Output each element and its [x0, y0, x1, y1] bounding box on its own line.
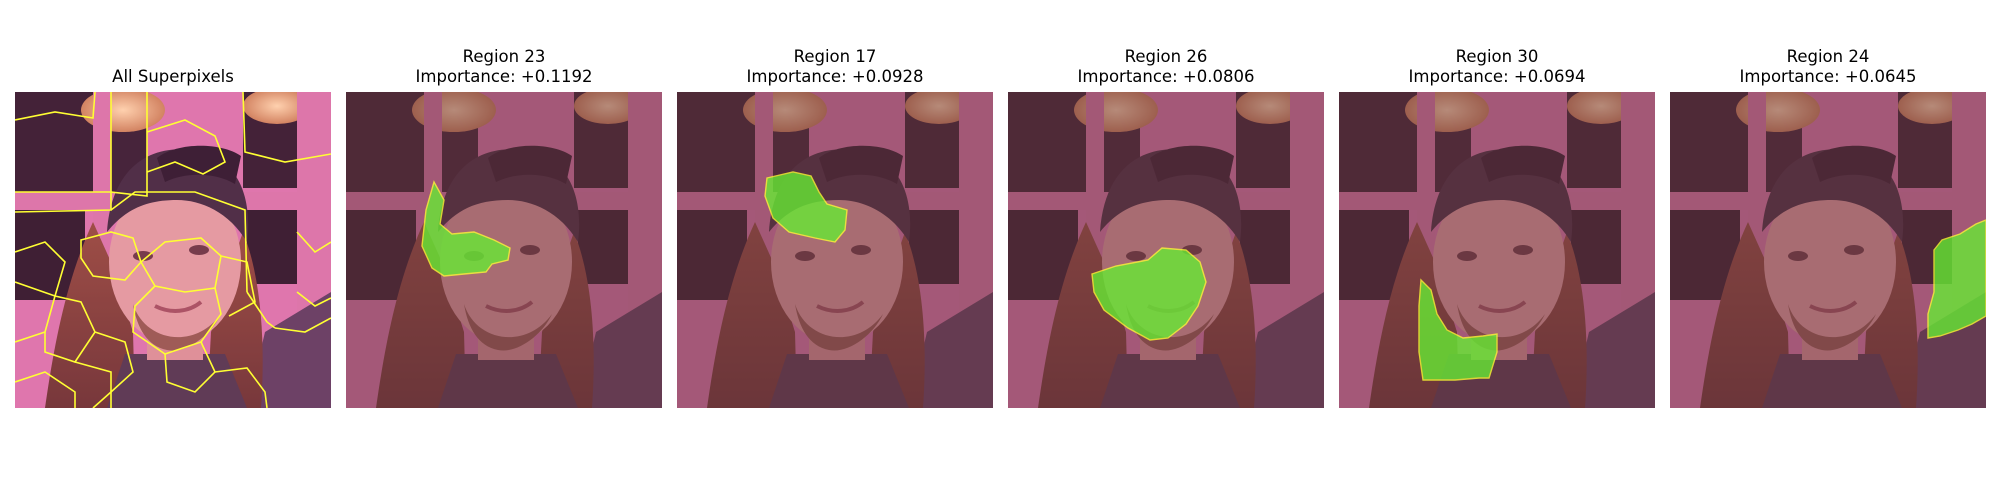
region-highlight-image	[1339, 92, 1655, 408]
superpixel-boundaries	[15, 92, 331, 408]
panel-region-24: Region 24 Importance: +0.0645	[1670, 0, 1986, 500]
panel-title-line2: Importance: +0.0645	[1739, 67, 1917, 86]
region-highlight-image	[677, 92, 993, 408]
dim-overlay	[677, 92, 993, 408]
panel-region-17: Region 17 Importance: +0.0928	[677, 0, 993, 500]
panel-title-line1: Region 17	[793, 47, 877, 66]
panel-region-23: Region 23 Importance: +0.1192	[346, 0, 662, 500]
panel-title: All Superpixels	[15, 67, 331, 87]
panel-title: Region 17 Importance: +0.0928	[677, 47, 993, 87]
highlighted-region	[764, 171, 848, 243]
region-highlight-image	[1008, 92, 1324, 408]
panel-region-30: Region 30 Importance: +0.0694	[1339, 0, 1655, 500]
panel-title: Region 24 Importance: +0.0645	[1670, 47, 1986, 87]
panel-title-line2: Importance: +0.0694	[1408, 67, 1586, 86]
panel-title: Region 23 Importance: +0.1192	[346, 47, 662, 87]
highlighted-region	[1927, 219, 1986, 339]
panel-title-line1: Region 23	[462, 47, 546, 66]
region-highlight-image	[1670, 92, 1986, 408]
panel-title: Region 30 Importance: +0.0694	[1339, 47, 1655, 87]
highlighted-region	[1091, 247, 1207, 341]
panel-title-line1: All Superpixels	[112, 67, 234, 86]
tint-layer	[15, 92, 331, 408]
dim-overlay	[1339, 92, 1655, 408]
panel-title-line1: Region 26	[1124, 47, 1208, 66]
panel-title-line2: Importance: +0.0928	[746, 67, 924, 86]
panel-title-line2: Importance: +0.0806	[1077, 67, 1255, 86]
panel-title-line1: Region 24	[1786, 47, 1870, 66]
superpixel-boundary-image	[15, 92, 331, 408]
highlighted-region	[421, 180, 511, 277]
highlighted-region	[1418, 278, 1498, 381]
panel-title: Region 26 Importance: +0.0806	[1008, 47, 1324, 87]
panel-region-26: Region 26 Importance: +0.0806	[1008, 0, 1324, 500]
panel-title-line1: Region 30	[1455, 47, 1539, 66]
region-highlight-image	[346, 92, 662, 408]
panel-all-superpixels: All Superpixels	[15, 0, 331, 500]
panel-title-line2: Importance: +0.1192	[415, 67, 593, 86]
